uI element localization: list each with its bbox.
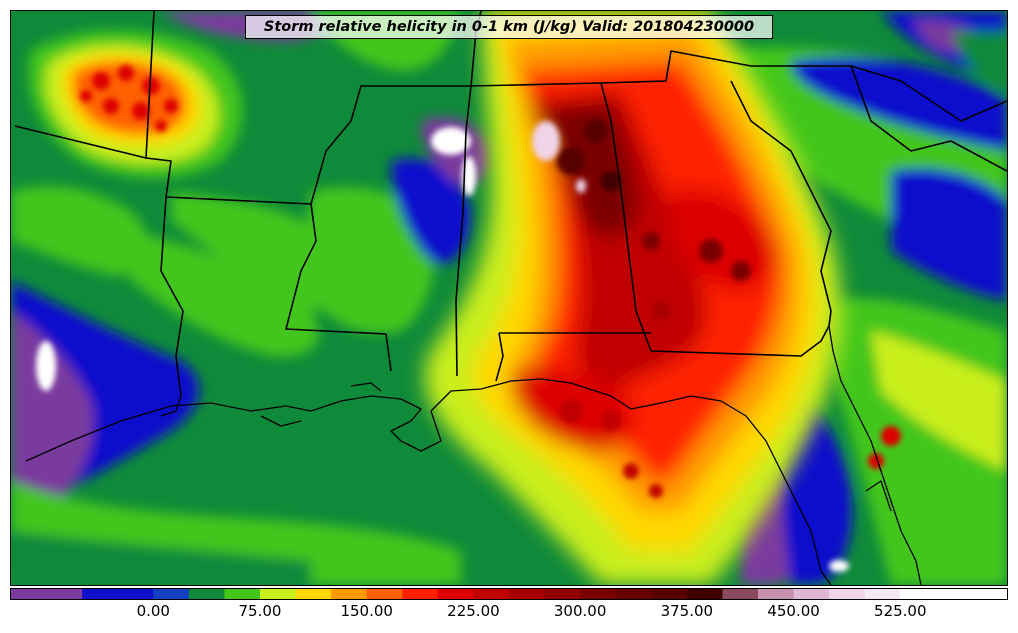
colorbar-tick-label: 150.00 bbox=[340, 602, 393, 620]
colorbar-segment bbox=[722, 589, 759, 599]
colorbar-tick-label: 450.00 bbox=[767, 602, 820, 620]
helicity-map bbox=[11, 11, 1007, 585]
colorbar-segment bbox=[686, 589, 723, 599]
colorbar-strip bbox=[11, 589, 1007, 599]
colorbar-segment bbox=[935, 589, 972, 599]
map-title: Storm relative helicity in 0-1 km (J/kg)… bbox=[263, 19, 755, 35]
colorbar-segment bbox=[117, 589, 154, 599]
colorbar-segment bbox=[473, 589, 510, 599]
title-box: Storm relative helicity in 0-1 km (J/kg)… bbox=[245, 15, 773, 39]
coastline bbox=[25, 325, 922, 585]
map-panel bbox=[10, 10, 1008, 586]
colorbar-segment bbox=[758, 589, 795, 599]
colorbar-segment bbox=[900, 589, 937, 599]
colorbar-segment bbox=[544, 589, 581, 599]
colorbar-segment bbox=[580, 589, 617, 599]
colorbar-tick-label: 225.00 bbox=[447, 602, 500, 620]
colorbar-segment bbox=[402, 589, 439, 599]
colorbar-segment bbox=[46, 589, 83, 599]
colorbar-segment bbox=[615, 589, 652, 599]
colorbar-segment bbox=[509, 589, 546, 599]
colorbar-segment bbox=[188, 589, 225, 599]
colorbar-tick-label: 0.00 bbox=[136, 602, 170, 620]
colorbar-segment bbox=[260, 589, 297, 599]
colorbar-segment bbox=[295, 589, 332, 599]
colorbar-tick-label: 75.00 bbox=[238, 602, 282, 620]
colorbar-segment bbox=[793, 589, 830, 599]
colorbar-tick-label: 375.00 bbox=[660, 602, 714, 620]
colorbar-segment bbox=[153, 589, 190, 599]
colorbar-segment bbox=[331, 589, 368, 599]
colorbar-tick-label: 525.00 bbox=[874, 602, 927, 620]
colorbar bbox=[10, 588, 1008, 600]
colorbar-segment bbox=[651, 589, 688, 599]
colorbar-segment bbox=[11, 589, 48, 599]
helicity-contours bbox=[11, 11, 1007, 585]
colorbar-segment bbox=[437, 589, 474, 599]
colorbar-tick-label: 300.00 bbox=[553, 602, 607, 620]
state-borders bbox=[14, 11, 1007, 397]
colorbar-segment bbox=[224, 589, 261, 599]
colorbar-segment bbox=[82, 589, 119, 599]
colorbar-segment bbox=[864, 589, 901, 599]
colorbar-segment bbox=[366, 589, 403, 599]
colorbar-segment bbox=[971, 589, 1007, 599]
colorbar-segment bbox=[829, 589, 866, 599]
